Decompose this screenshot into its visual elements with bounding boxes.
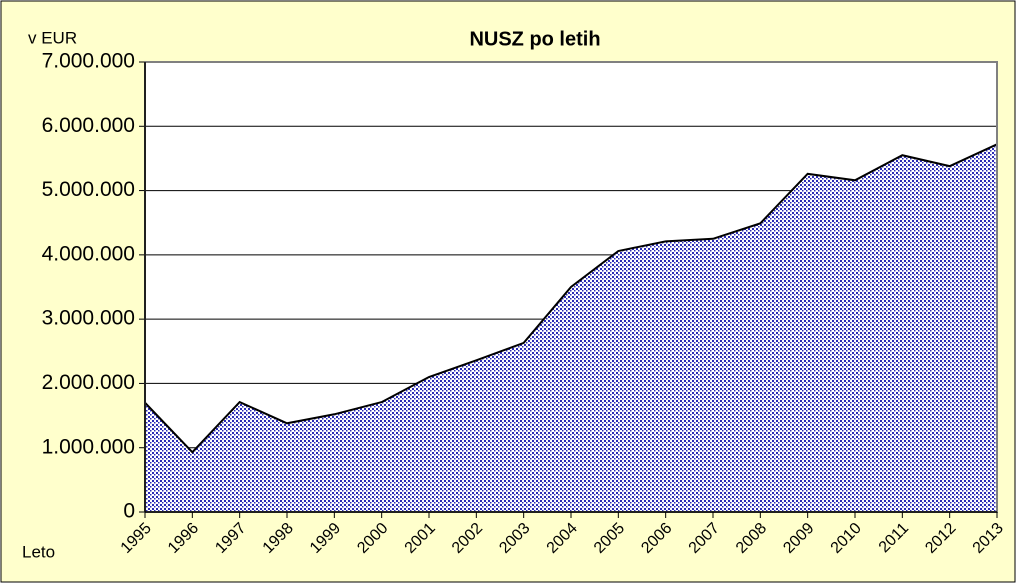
y-tick-label: 6.000.000 bbox=[42, 114, 135, 137]
area bbox=[145, 144, 997, 513]
y-tick-label: 4.000.000 bbox=[42, 242, 135, 265]
y-tick-label: 7.000.000 bbox=[42, 50, 135, 73]
y-axis-label: v EUR bbox=[28, 28, 77, 47]
chart-title: NUSZ po letih bbox=[469, 28, 600, 50]
y-tick-label: 3.000.000 bbox=[42, 307, 135, 330]
x-axis-label: Leto bbox=[22, 542, 55, 561]
y-tick-label: 5.000.000 bbox=[42, 178, 135, 201]
y-tick-label: 2.000.000 bbox=[42, 371, 135, 394]
y-tick-label: 0 bbox=[123, 500, 135, 523]
y-tick-label: 1.000.000 bbox=[42, 435, 135, 458]
area-line bbox=[144, 143, 998, 454]
